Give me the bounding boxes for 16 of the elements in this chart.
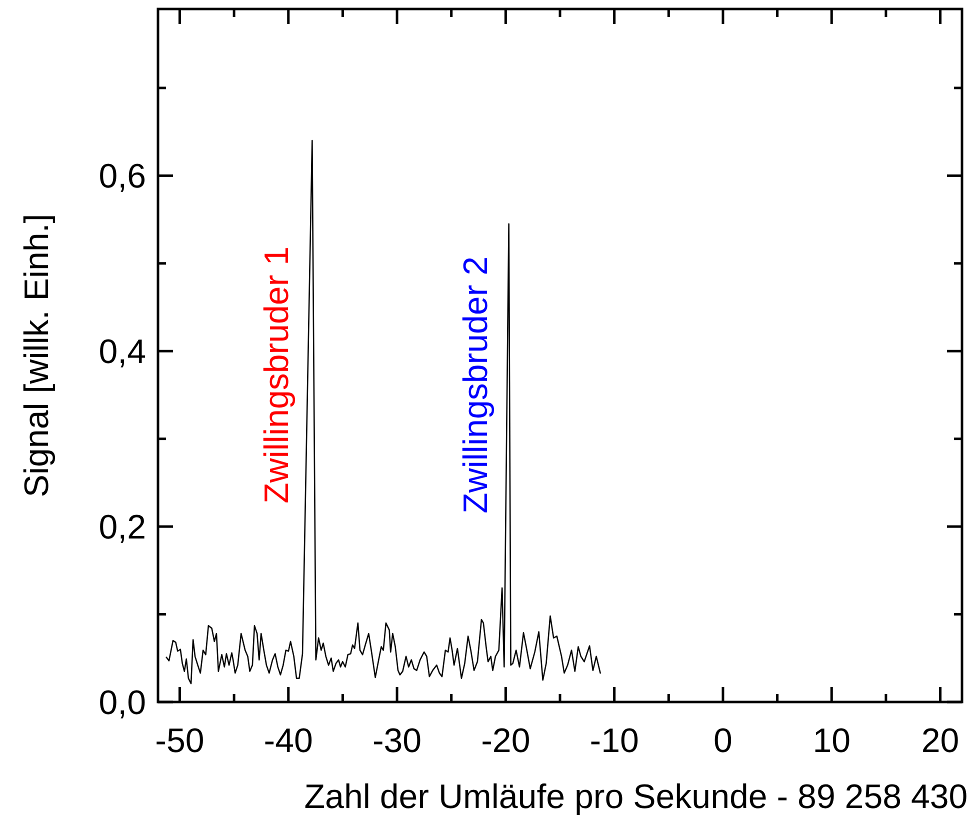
x-tick-label: -10 [590, 722, 639, 760]
x-tick-label: 10 [812, 722, 851, 760]
annotation: Zwillingsbruder 1 [258, 246, 296, 504]
y-tick-label: 0,0 [98, 684, 146, 722]
y-axis-title: Signal [willk. Einh.] [18, 214, 56, 498]
y-tick-label: 0,6 [98, 158, 146, 196]
x-axis-title: Zahl der Umläufe pro Sekunde - 89 258 430 [304, 778, 968, 816]
x-tick-label: 20 [921, 722, 960, 760]
x-tick-label: 0 [714, 722, 732, 760]
x-tick-label: -50 [155, 722, 204, 760]
y-tick-label: 0,2 [98, 508, 146, 546]
y-tick-label: 0,4 [98, 333, 146, 372]
x-tick-label: -20 [481, 722, 530, 760]
x-tick-label: -30 [372, 722, 422, 760]
x-tick-label: -40 [264, 722, 313, 760]
annotation: Zwillingsbruder 2 [456, 256, 495, 514]
